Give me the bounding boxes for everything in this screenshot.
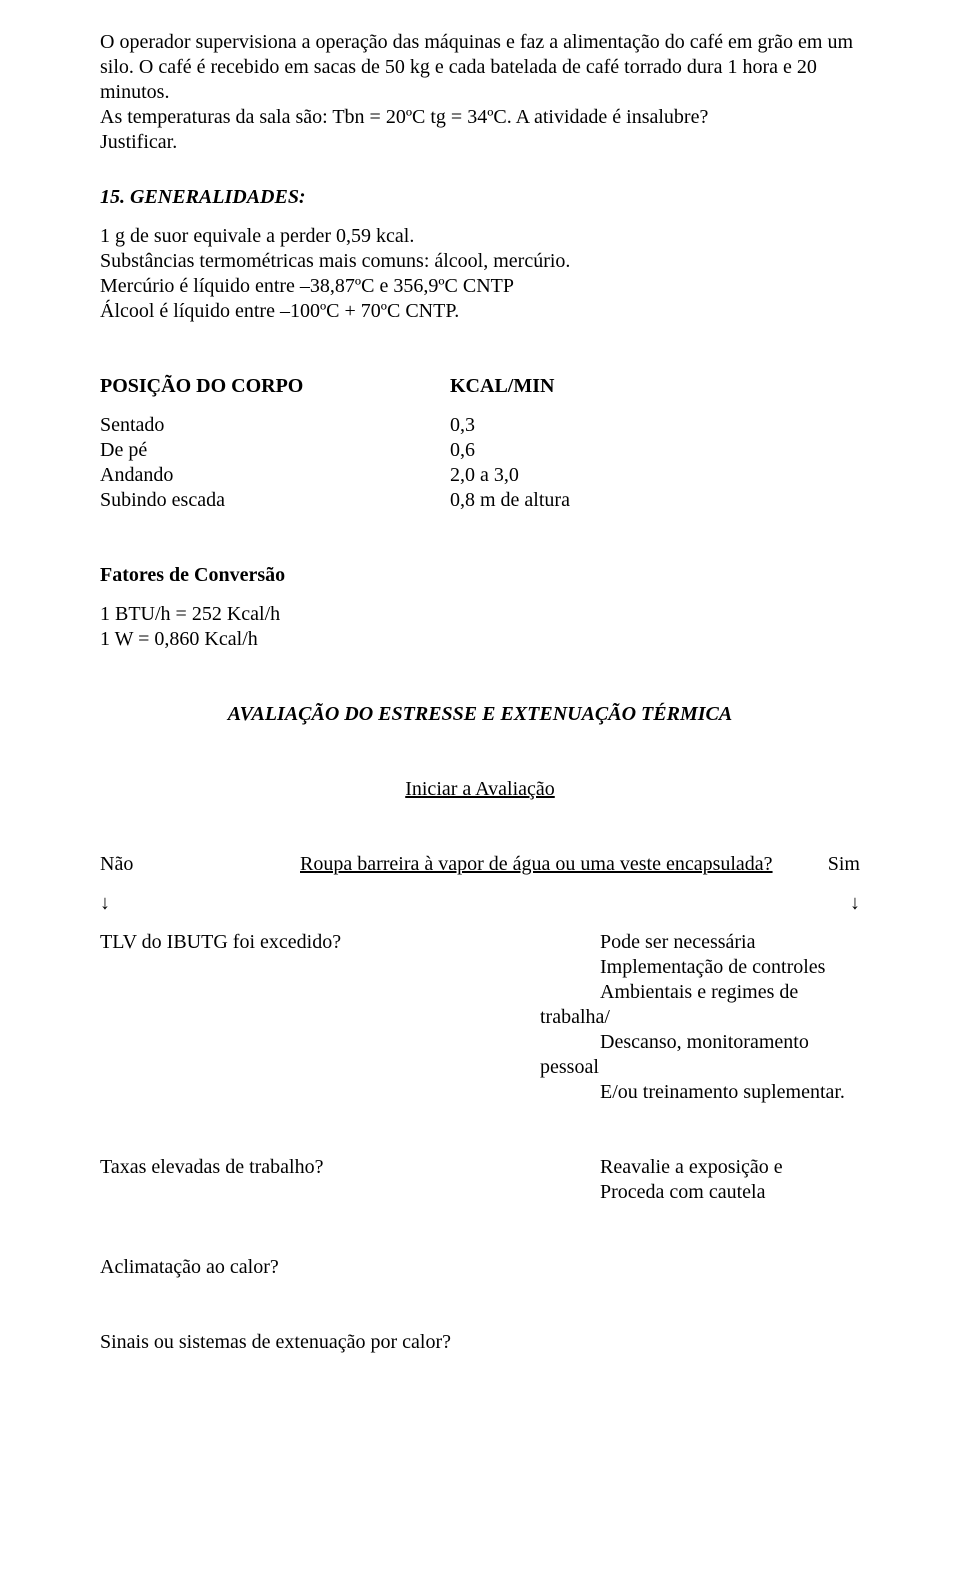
posicao-row-label: Andando [100,463,450,488]
trabalha-label: trabalha/ [540,1005,860,1030]
reavalie-block: Reavalie a exposição e Proceda com caute… [540,1155,860,1205]
taxas-question: Taxas elevadas de trabalho? [100,1155,540,1205]
nao-label: Não [100,852,300,877]
intro-p3: Justificar. [100,130,860,155]
posicao-row: Subindo escada 0,8 m de altura [100,488,860,513]
sim-label: Sim [780,852,860,877]
posicao-row: De pé 0,6 [100,438,860,463]
arrow-row: ↓ ↓ [100,891,860,916]
fatores-line2: 1 W = 0,860 Kcal/h [100,627,860,652]
tlv-row: TLV do IBUTG foi excedido? Pode ser nece… [100,930,860,1105]
pessoal-label: pessoal [540,1055,860,1080]
intro-p1: O operador supervisiona a operação das m… [100,30,860,105]
posicao-row: Andando 2,0 a 3,0 [100,463,860,488]
avaliacao-heading: AVALIAÇÃO DO ESTRESSE E EXTENUAÇÃO TÉRMI… [100,702,860,727]
pode-line3: Ambientais e regimes de [540,980,860,1005]
fatores-heading: Fatores de Conversão [100,563,860,588]
roupa-question: Roupa barreira à vapor de água ou uma ve… [300,852,780,877]
posicao-row: Sentado 0,3 [100,413,860,438]
descanso-line: Descanso, monitoramento [540,1030,860,1055]
reavalie-line1: Reavalie a exposição e [540,1155,860,1180]
gen-line2: Substâncias termométricas mais comuns: á… [100,249,860,274]
iniciar-link: Iniciar a Avaliação [100,777,860,802]
aclim-question: Aclimatação ao calor? [100,1255,860,1280]
gen-line1: 1 g de suor equivale a perder 0,59 kcal. [100,224,860,249]
taxas-row: Taxas elevadas de trabalho? Reavalie a e… [100,1155,860,1205]
posicao-row-value: 0,8 m de altura [450,488,860,513]
reavalie-line2: Proceda com cautela [540,1180,860,1205]
tlv-question: TLV do IBUTG foi excedido? [100,930,540,1105]
arrow-down-icon: ↓ [100,891,110,916]
tlv-right-block: Pode ser necessária Implementação de con… [540,930,860,1105]
posicao-row-label: Sentado [100,413,450,438]
posicao-header-left: POSIÇÃO DO CORPO [100,374,450,399]
fatores-line1: 1 BTU/h = 252 Kcal/h [100,602,860,627]
posicao-header-row: POSIÇÃO DO CORPO KCAL/MIN [100,374,860,399]
section-15-heading: 15. GENERALIDADES: [100,185,860,210]
document-page: O operador supervisiona a operação das m… [0,0,960,1594]
posicao-row-label: De pé [100,438,450,463]
posicao-row-value: 0,6 [450,438,860,463]
gen-line4: Álcool é líquido entre –100ºC + 70ºC CNT… [100,299,860,324]
posicao-row-label: Subindo escada [100,488,450,513]
posicao-row-value: 2,0 a 3,0 [450,463,860,488]
roupa-row: Não Roupa barreira à vapor de água ou um… [100,852,860,877]
sinais-question: Sinais ou sistemas de extenuação por cal… [100,1330,860,1355]
posicao-row-value: 0,3 [450,413,860,438]
arrow-down-icon: ↓ [850,891,860,916]
eou-line: E/ou treinamento suplementar. [540,1080,860,1105]
pode-line1: Pode ser necessária [540,930,860,955]
gen-line3: Mercúrio é líquido entre –38,87ºC e 356,… [100,274,860,299]
pode-line2: Implementação de controles [540,955,860,980]
intro-p2: As temperaturas da sala são: Tbn = 20ºC … [100,105,860,130]
posicao-header-right: KCAL/MIN [450,374,860,399]
